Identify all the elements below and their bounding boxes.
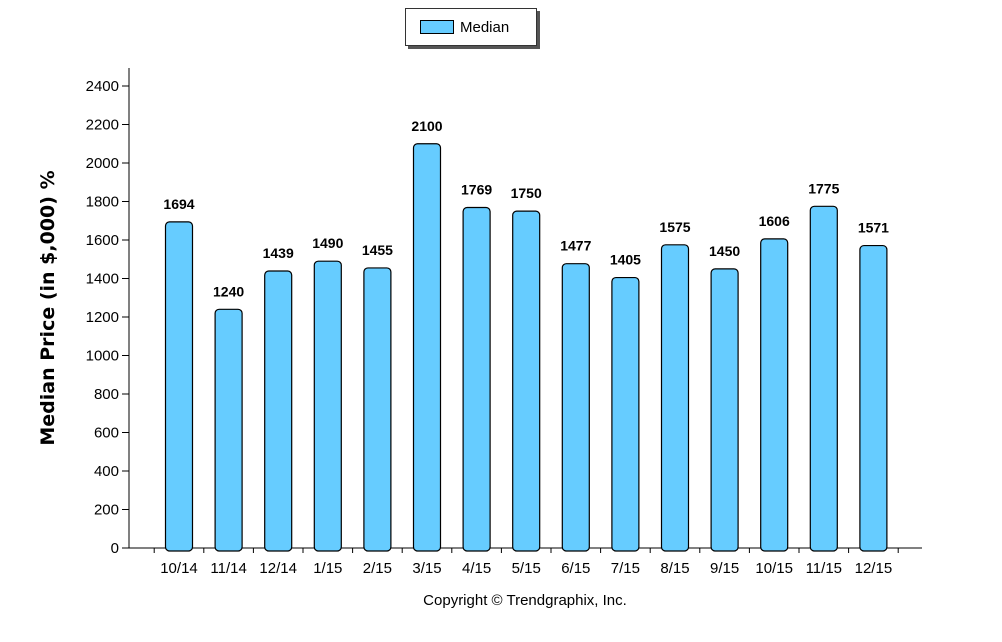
x-tick-label: 5/15: [512, 560, 541, 577]
data-label: 1750: [511, 185, 542, 201]
bars: [164, 143, 888, 552]
bar: [412, 143, 442, 552]
bar: [611, 276, 640, 552]
x-tick-label: 2/15: [363, 560, 392, 577]
y-tick-label: 400: [94, 463, 119, 480]
bar: [809, 205, 838, 552]
chart-legend: Median: [405, 8, 537, 46]
y-tick-label: 200: [94, 502, 119, 519]
legend-swatch: [420, 20, 454, 34]
bar: [760, 238, 789, 552]
bar: [660, 244, 690, 552]
data-label: 1240: [213, 283, 244, 299]
y-tick-label: 1400: [86, 271, 119, 288]
bar: [313, 260, 342, 552]
x-tick-label: 10/14: [160, 560, 198, 577]
bar: [561, 263, 590, 552]
data-label: 1575: [659, 219, 690, 235]
y-tick-label: 0: [111, 540, 119, 557]
data-label: 1439: [263, 245, 294, 261]
y-tick-label: 1800: [86, 194, 119, 211]
data-label: 1775: [808, 180, 839, 196]
bar: [462, 206, 491, 552]
y-tick-label: 2200: [86, 117, 119, 134]
y-axis: 0 200 400 600 800 1000 1200 1400 1600 1800 2000 220…: [86, 68, 130, 557]
x-tick-label: 7/15: [611, 560, 640, 577]
x-tick-label: 8/15: [660, 560, 689, 577]
data-label: 1769: [461, 181, 492, 197]
data-label: 1477: [560, 238, 591, 254]
bar: [264, 270, 293, 552]
bar: [710, 268, 739, 552]
x-tick-label: 12/15: [855, 560, 893, 577]
y-tick-label: 2400: [86, 78, 119, 95]
x-tick-label: 11/14: [210, 560, 246, 577]
y-tick-label: 1200: [86, 309, 119, 326]
x-tick-label: 6/15: [561, 560, 590, 577]
x-tick-label: 3/15: [412, 560, 441, 577]
data-label: 1450: [709, 243, 740, 259]
bar: [859, 244, 888, 552]
bar: [164, 221, 194, 552]
legend-label: Median: [460, 18, 510, 36]
x-tick-label: 4/15: [462, 560, 491, 577]
y-tick-label: 2000: [86, 155, 119, 172]
x-tick-label: 9/15: [710, 560, 739, 577]
copyright-text: Copyright © Trendgraphix, Inc.: [0, 592, 1002, 609]
data-label: 1455: [362, 242, 393, 258]
data-labels: 1694 1240 1439 1490 1455 2100 1769 1750 1477 1405…: [163, 118, 889, 300]
data-label: 2100: [411, 118, 442, 134]
data-label: 1405: [610, 252, 641, 268]
x-tick-label: 11/15: [806, 560, 842, 577]
bar: [363, 267, 392, 552]
y-tick-label: 800: [94, 386, 119, 403]
data-label: 1571: [858, 220, 889, 236]
x-tick-label: 12/14: [259, 560, 297, 577]
y-tick-label: 1600: [86, 232, 119, 249]
data-label: 1490: [312, 235, 343, 251]
bar: [512, 210, 541, 552]
x-tick-label: 1/15: [313, 560, 342, 577]
data-label: 1606: [759, 213, 790, 229]
bar: [214, 308, 243, 552]
y-tick-label: 1000: [86, 348, 119, 365]
x-axis: 10/14 11/14 12/14 1/15 2/15 3/15 4/15 5/15 6/15 7…: [129, 547, 922, 577]
y-axis-label: Median Price (in $,000) %: [37, 170, 59, 445]
copyright-label: Copyright © Trendgraphix, Inc.: [423, 592, 627, 609]
y-tick-label: 600: [94, 425, 119, 442]
x-tick-label: 10/15: [755, 560, 793, 577]
data-label: 1694: [163, 196, 194, 212]
